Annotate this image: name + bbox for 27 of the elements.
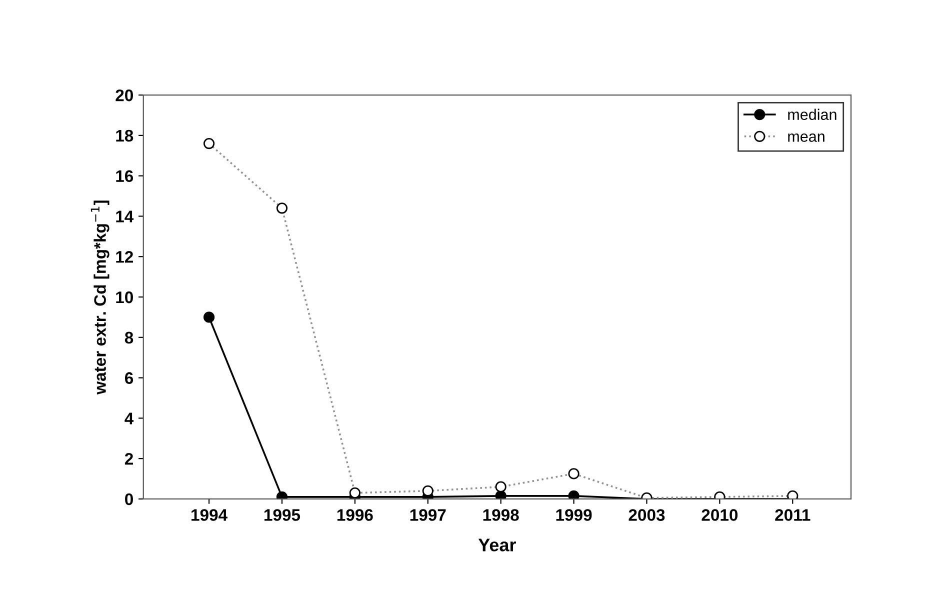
x-tick-label: 1996: [337, 509, 373, 521]
y-tick-label: 16: [116, 170, 134, 182]
x-tick-label: 1995: [264, 509, 300, 521]
y-tick-label: 8: [124, 332, 134, 344]
y-tick-label: 18: [116, 130, 134, 142]
point: [568, 490, 580, 499]
x-axis-title: Year: [478, 538, 516, 552]
legend-label: median: [788, 108, 836, 120]
y-tick-label: 10: [116, 291, 133, 304]
x-tick-label: 1999: [556, 509, 592, 521]
y-tick-label: 0: [125, 493, 133, 506]
legend-label: mean: [788, 134, 824, 142]
x-tick-label: 2010: [702, 509, 738, 521]
x-tick-label: 1994: [192, 509, 228, 521]
y-axis-title: water extr. Cd [mg*kg$^{−1}$]: [90, 200, 110, 394]
x-tick-label: 1998: [483, 509, 519, 521]
y-tick-label: 2: [124, 452, 133, 465]
y-tick-label: 12: [116, 251, 133, 263]
point: [203, 312, 215, 323]
y-tick-label: 14: [116, 210, 134, 222]
x-tick-label: 2003: [628, 509, 665, 521]
x-tick-label: 2011: [775, 509, 810, 521]
y-tick-label: 4: [124, 412, 134, 424]
y-tick-label: 6: [124, 372, 134, 384]
point: [495, 490, 506, 499]
x-tick-label: 1997: [410, 509, 446, 521]
y-tick-label: 20: [116, 89, 133, 102]
